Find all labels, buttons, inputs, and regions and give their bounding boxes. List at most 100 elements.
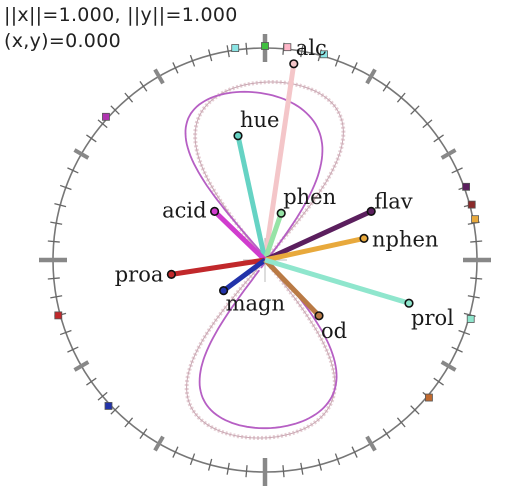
dial-tick: [139, 428, 148, 439]
dial-tick: [440, 360, 457, 372]
axis-line-phen[interactable]: [262, 212, 284, 261]
dial-tick: [470, 277, 483, 280]
dial-tick: [245, 465, 248, 478]
axis-label-alc: alc: [296, 36, 327, 60]
dial-tick: [189, 54, 196, 67]
axis-labels: alc hue phen flav nphen acid proa magn od prol: [115, 36, 454, 343]
dial-marker[interactable]: [320, 50, 328, 59]
dial-marker[interactable]: [104, 402, 113, 410]
dial-tick: [467, 295, 480, 299]
dial-tick: [382, 428, 391, 439]
dial-tick: [451, 167, 463, 174]
axis-label-flav: flav: [374, 189, 413, 213]
axis-label-phen: phen: [283, 185, 336, 209]
axis-line-proa[interactable]: [171, 257, 266, 277]
dial-tick: [97, 119, 108, 129]
dial-tick: [86, 377, 97, 386]
dial-marker[interactable]: [466, 315, 475, 323]
dial-tick: [396, 92, 406, 103]
dial-tick: [410, 105, 420, 115]
dial-tick: [172, 446, 179, 458]
dial-marker[interactable]: [231, 44, 240, 52]
axis-label-nphen: nphen: [372, 227, 438, 251]
dial-tick: [73, 148, 90, 160]
vector-axes[interactable]: [166, 59, 414, 321]
dial-tick: [139, 81, 148, 92]
axis-line-magn[interactable]: [222, 257, 267, 293]
dial-tick: [110, 105, 120, 115]
dial-marker[interactable]: [471, 215, 479, 224]
dial-tick: [245, 42, 248, 55]
dial-tick: [172, 62, 179, 74]
dial-tick: [433, 134, 444, 143]
dial-tick: [110, 405, 120, 415]
axis-handle-flav[interactable]: [366, 206, 376, 216]
dial-marker[interactable]: [102, 112, 110, 121]
axis-label-prol: prol: [411, 306, 454, 330]
axis-handle-alc[interactable]: [289, 59, 299, 69]
axis-handle-nphen[interactable]: [359, 233, 369, 243]
dial-tick: [47, 277, 60, 280]
dial-tick: [440, 148, 457, 160]
dial-marker[interactable]: [462, 182, 470, 191]
dial-tick: [458, 329, 471, 336]
dial-tick: [382, 81, 391, 92]
axis-handle-magn[interactable]: [219, 286, 229, 296]
trail-curve-inner: [184, 90, 338, 430]
axis-line-hue[interactable]: [235, 135, 268, 261]
dial-marker[interactable]: [54, 311, 63, 320]
readout-panel: ||x||=1.000, ||y||=1.000 (x,y)=0.000: [4, 2, 238, 54]
norm-readout: ||x||=1.000, ||y||=1.000: [4, 4, 238, 26]
dial-tick: [67, 346, 79, 353]
axis-line-prol[interactable]: [264, 257, 410, 306]
dial-tick: [124, 417, 134, 428]
axis-label-proa: proa: [115, 262, 164, 286]
axis-label-hue: hue: [240, 108, 279, 132]
dial-tick: [351, 62, 358, 74]
dial-tick: [124, 92, 134, 103]
axis-line-flav[interactable]: [263, 209, 373, 263]
dial-tick: [365, 435, 377, 452]
dial-tick: [47, 240, 60, 243]
axis-line-nphen[interactable]: [264, 235, 365, 263]
dial-tick: [207, 458, 213, 471]
axis-label-od: od: [321, 319, 347, 343]
dial-tick: [470, 240, 483, 243]
dial-tick: [153, 68, 165, 85]
dial-tick: [282, 465, 285, 478]
dot-product-readout: (x,y)=0.000: [4, 30, 121, 52]
dial-tick: [59, 329, 72, 336]
dial-tick: [433, 377, 444, 386]
axis-handle-proa[interactable]: [166, 269, 176, 280]
dial-tick: [67, 167, 79, 174]
dial-tick: [97, 391, 108, 401]
dial-tick: [351, 446, 358, 458]
dial-marker[interactable]: [425, 393, 433, 402]
axis-label-acid: acid: [162, 198, 206, 222]
dial-tick: [334, 453, 341, 466]
dial-tick: [451, 346, 463, 353]
dial-tick: [422, 119, 433, 129]
dial-tick: [59, 184, 72, 191]
axis-line-od[interactable]: [263, 258, 321, 318]
axis-handle-phen[interactable]: [276, 208, 286, 218]
dial-tick: [153, 435, 165, 452]
dial-marker[interactable]: [261, 42, 269, 50]
axis-line-acid[interactable]: [212, 209, 267, 262]
dial-tick: [189, 453, 196, 466]
dial-tick: [226, 45, 230, 58]
dial-tick: [334, 54, 341, 67]
dial-marker[interactable]: [283, 43, 292, 52]
dial-tick: [86, 134, 97, 143]
axis-handle-prol[interactable]: [404, 298, 414, 308]
dial-tick: [207, 49, 213, 62]
axis-handle-acid[interactable]: [210, 206, 220, 216]
axis-handle-od[interactable]: [314, 311, 324, 321]
dial-tick: [226, 462, 230, 475]
dial-tick: [410, 405, 420, 415]
dial-marker[interactable]: [467, 200, 476, 209]
dial-tick: [73, 360, 90, 372]
axis-handle-hue[interactable]: [233, 131, 243, 141]
axis-line-alc[interactable]: [262, 63, 297, 261]
